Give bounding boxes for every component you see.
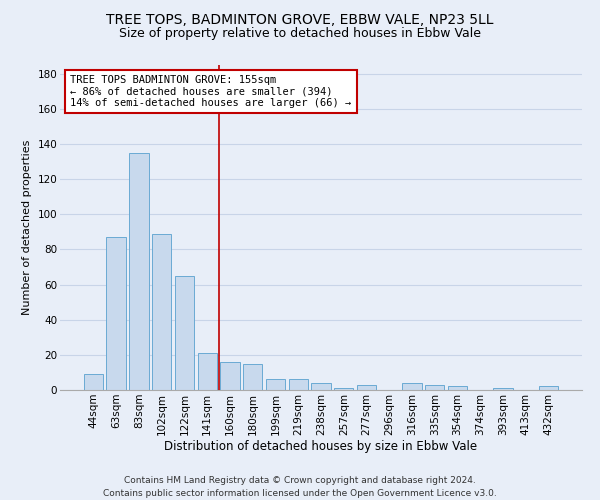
Y-axis label: Number of detached properties: Number of detached properties — [22, 140, 32, 315]
Text: TREE TOPS, BADMINTON GROVE, EBBW VALE, NP23 5LL: TREE TOPS, BADMINTON GROVE, EBBW VALE, N… — [106, 12, 494, 26]
Bar — [311, 383, 331, 390]
X-axis label: Distribution of detached houses by size in Ebbw Vale: Distribution of detached houses by size … — [164, 440, 478, 454]
Bar — [84, 374, 103, 390]
Bar — [175, 276, 194, 390]
Bar — [152, 234, 172, 390]
Bar — [106, 237, 126, 390]
Bar — [266, 380, 285, 390]
Bar — [539, 386, 558, 390]
Bar — [220, 362, 239, 390]
Text: Size of property relative to detached houses in Ebbw Vale: Size of property relative to detached ho… — [119, 28, 481, 40]
Text: TREE TOPS BADMINTON GROVE: 155sqm
← 86% of detached houses are smaller (394)
14%: TREE TOPS BADMINTON GROVE: 155sqm ← 86% … — [70, 74, 352, 108]
Bar — [493, 388, 513, 390]
Bar — [129, 153, 149, 390]
Bar — [403, 383, 422, 390]
Bar — [197, 353, 217, 390]
Bar — [243, 364, 262, 390]
Bar — [357, 384, 376, 390]
Bar — [448, 386, 467, 390]
Bar — [334, 388, 353, 390]
Bar — [289, 380, 308, 390]
Text: Contains HM Land Registry data © Crown copyright and database right 2024.
Contai: Contains HM Land Registry data © Crown c… — [103, 476, 497, 498]
Bar — [425, 384, 445, 390]
